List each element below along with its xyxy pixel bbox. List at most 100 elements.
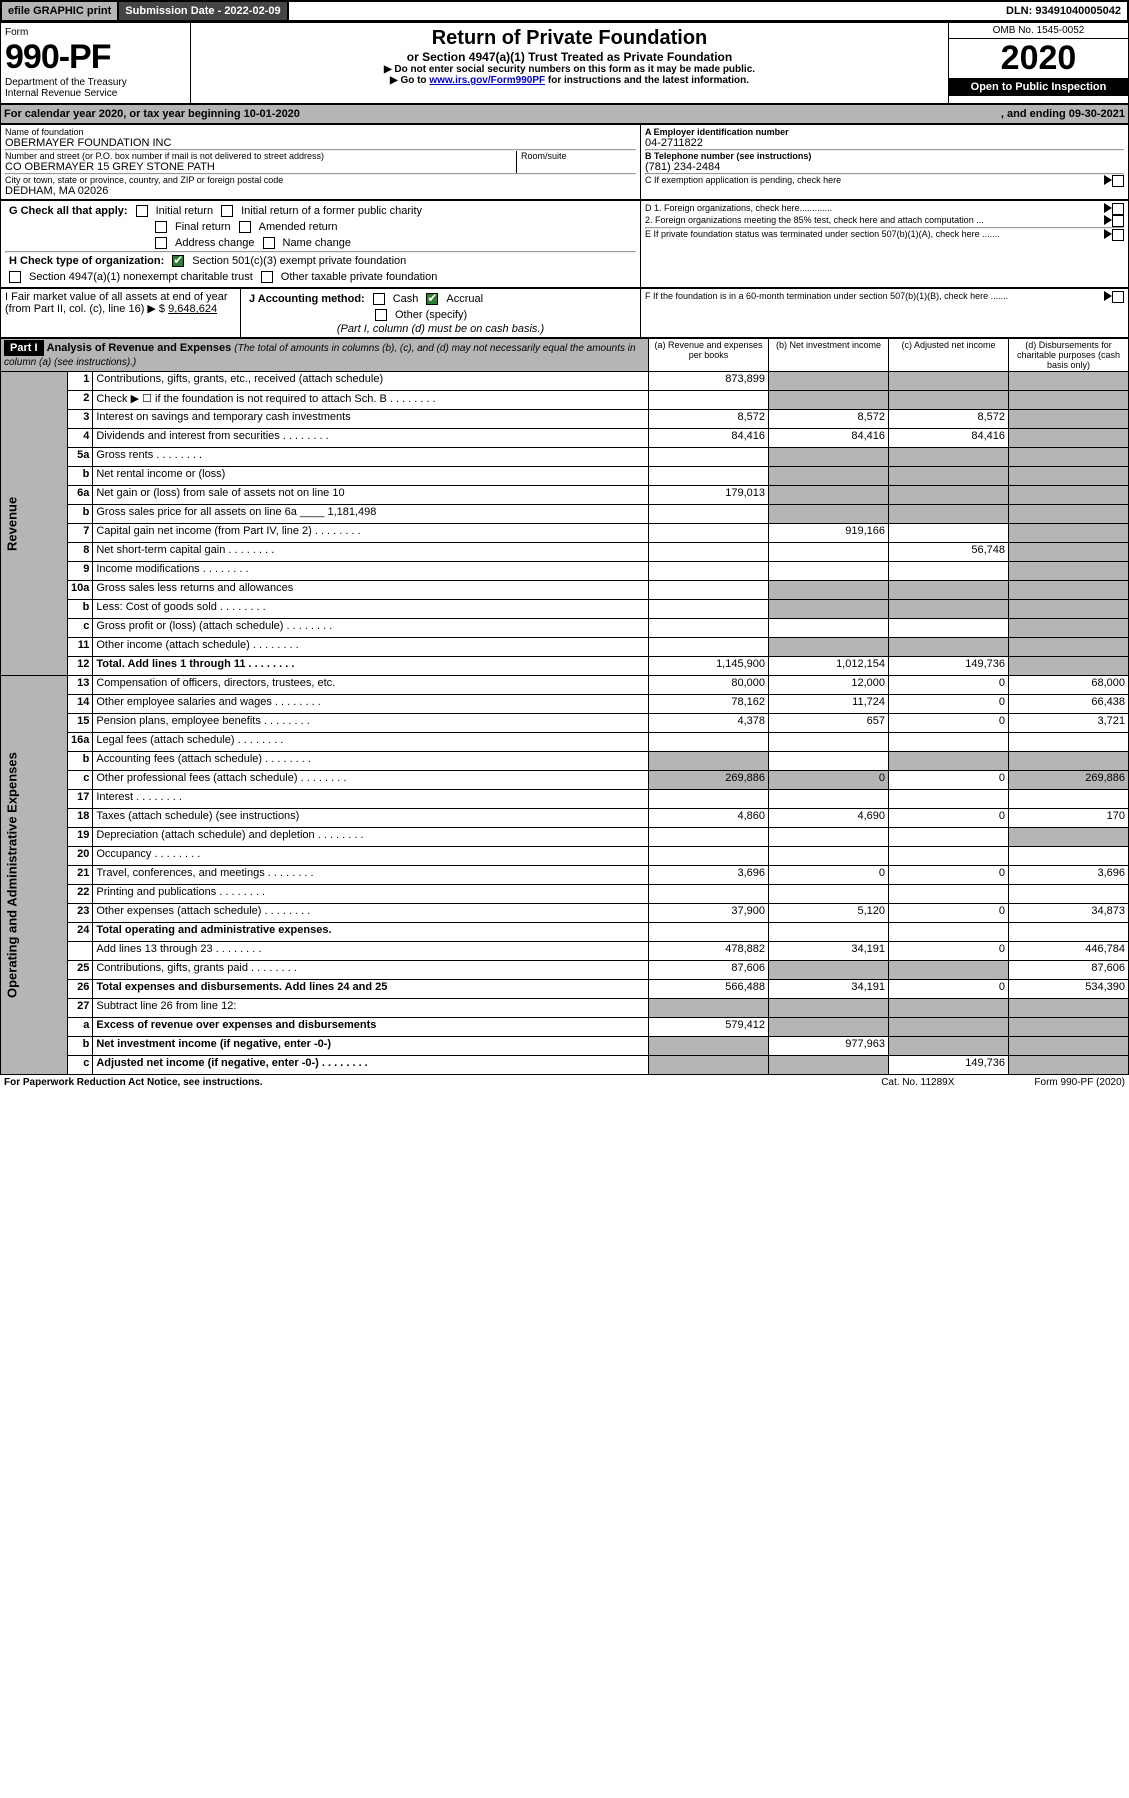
h-501c3[interactable] [172, 255, 184, 267]
h-other-tax[interactable] [261, 271, 273, 283]
table-row: 17Interest . . . . . . . . [1, 790, 1129, 809]
cell-b [769, 505, 889, 524]
cell-d: 170 [1009, 809, 1129, 828]
g-amended[interactable] [239, 221, 251, 233]
cell-d [1009, 467, 1129, 486]
table-row: 15Pension plans, employee benefits . . .… [1, 714, 1129, 733]
cell-c [889, 486, 1009, 505]
cell-b [769, 733, 889, 752]
cell-b [769, 999, 889, 1018]
cell-b: 1,012,154 [769, 657, 889, 676]
g-initial[interactable] [136, 205, 148, 217]
j-accrual[interactable] [426, 293, 438, 305]
form990pf-link[interactable]: www.irs.gov/Form990PF [429, 75, 545, 86]
g-h-block: G Check all that apply: Initial return I… [0, 200, 1129, 288]
cell-a [649, 543, 769, 562]
d2-checkbox[interactable] [1112, 215, 1124, 227]
f-checkbox[interactable] [1112, 291, 1124, 303]
cell-b [769, 562, 889, 581]
foundation-name: OBERMAYER FOUNDATION INC [5, 137, 636, 149]
line-desc: Gross sales less returns and allowances [93, 581, 649, 600]
d2-label: 2. Foreign organizations meeting the 85%… [645, 215, 1104, 227]
arrow-icon [1104, 203, 1112, 213]
cell-b [769, 752, 889, 771]
cell-d [1009, 999, 1129, 1018]
cell-d: 446,784 [1009, 942, 1129, 961]
line-number: 22 [68, 885, 93, 904]
part1-table: Part I Analysis of Revenue and Expenses … [0, 338, 1129, 1075]
cell-c [889, 733, 1009, 752]
cell-b [769, 543, 889, 562]
cell-c [889, 961, 1009, 980]
d1-checkbox[interactable] [1112, 203, 1124, 215]
cell-a: 37,900 [649, 904, 769, 923]
cell-b [769, 467, 889, 486]
line-desc: Compensation of officers, directors, tru… [93, 676, 649, 695]
cell-d [1009, 828, 1129, 847]
line-desc: Capital gain net income (from Part IV, l… [93, 524, 649, 543]
cell-b [769, 885, 889, 904]
table-row: bNet rental income or (loss) [1, 467, 1129, 486]
line-desc: Add lines 13 through 23 . . . . . . . . [93, 942, 649, 961]
line-number: 3 [68, 410, 93, 429]
tax-year: 2020 [949, 39, 1128, 78]
cell-c [889, 752, 1009, 771]
g-address[interactable] [155, 237, 167, 249]
cell-a [649, 923, 769, 942]
table-row: 7Capital gain net income (from Part IV, … [1, 524, 1129, 543]
table-row: 2Check ▶ ☐ if the foundation is not requ… [1, 391, 1129, 410]
cell-a: 1,145,900 [649, 657, 769, 676]
col-c: (c) Adjusted net income [889, 339, 1009, 372]
e-checkbox[interactable] [1112, 229, 1124, 241]
g-initial-former[interactable] [221, 205, 233, 217]
cell-b [769, 1018, 889, 1037]
efile-print-btn[interactable]: efile GRAPHIC print [2, 2, 119, 20]
arrow-icon [1104, 215, 1112, 225]
cell-d [1009, 847, 1129, 866]
form-title: Return of Private Foundation [195, 27, 944, 50]
line-number: 15 [68, 714, 93, 733]
cell-c: 149,736 [889, 1056, 1009, 1075]
c-checkbox[interactable] [1112, 175, 1124, 187]
cell-a [649, 1056, 769, 1075]
cell-a [649, 467, 769, 486]
dept: Department of the Treasury [5, 77, 186, 88]
table-row: 22Printing and publications . . . . . . … [1, 885, 1129, 904]
line-number: 8 [68, 543, 93, 562]
g-final[interactable] [155, 221, 167, 233]
cell-a [649, 885, 769, 904]
cell-a: 8,572 [649, 410, 769, 429]
cell-a: 179,013 [649, 486, 769, 505]
cell-a [649, 1037, 769, 1056]
cell-c: 0 [889, 676, 1009, 695]
cell-a [649, 505, 769, 524]
line-desc: Dividends and interest from securities .… [93, 429, 649, 448]
table-row: bLess: Cost of goods sold . . . . . . . … [1, 600, 1129, 619]
line-number: 9 [68, 562, 93, 581]
arrow-icon [1104, 291, 1112, 301]
line-desc: Gross sales price for all assets on line… [93, 505, 649, 524]
cell-c [889, 1037, 1009, 1056]
h-4947[interactable] [9, 271, 21, 283]
g-label: G Check all that apply: [9, 205, 128, 217]
cell-a [649, 999, 769, 1018]
cell-b [769, 619, 889, 638]
line-desc: Subtract line 26 from line 12: [93, 999, 649, 1018]
cell-a [649, 752, 769, 771]
g-name[interactable] [263, 237, 275, 249]
cell-a: 269,886 [649, 771, 769, 790]
part1-badge: Part I [4, 340, 44, 356]
arrow-icon [1104, 229, 1112, 239]
col-b: (b) Net investment income [769, 339, 889, 372]
cell-d [1009, 524, 1129, 543]
line-desc: Net investment income (if negative, ente… [93, 1037, 649, 1056]
name-label: Name of foundation [5, 127, 636, 137]
table-row: 25Contributions, gifts, grants paid . . … [1, 961, 1129, 980]
j-other[interactable] [375, 309, 387, 321]
cell-d [1009, 486, 1129, 505]
table-row: 3Interest on savings and temporary cash … [1, 410, 1129, 429]
cell-d: 87,606 [1009, 961, 1129, 980]
j-cash[interactable] [373, 293, 385, 305]
addr-label: Number and street (or P.O. box number if… [5, 151, 516, 161]
line-number: 27 [68, 999, 93, 1018]
